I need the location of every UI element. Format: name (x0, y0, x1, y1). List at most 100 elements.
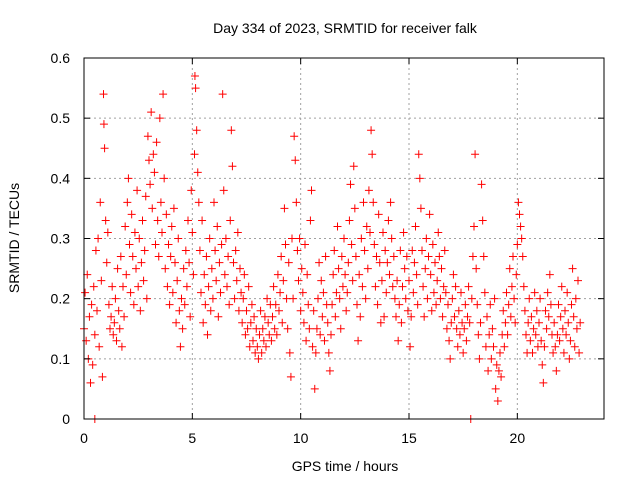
data-point (151, 240, 160, 249)
data-point (360, 246, 369, 255)
data-point (133, 186, 142, 195)
y-axis-label: SRMTID / TECUs (6, 183, 22, 293)
data-point (232, 276, 241, 285)
data-point (109, 330, 118, 339)
data-point (467, 294, 476, 303)
data-point (124, 174, 133, 183)
data-point (558, 324, 567, 333)
data-point (97, 276, 106, 285)
data-point (85, 312, 94, 321)
data-point (162, 210, 171, 219)
data-point (538, 360, 547, 369)
data-point (115, 324, 124, 333)
data-point (351, 252, 360, 261)
data-point (236, 264, 244, 273)
data-point (370, 240, 379, 249)
data-point (491, 384, 500, 393)
data-point (301, 240, 309, 249)
data-point (150, 168, 159, 177)
data-point (128, 252, 137, 261)
data-point (199, 318, 208, 327)
data-point (230, 294, 239, 303)
x-axis-label: GPS time / hours (292, 458, 399, 474)
data-point (484, 366, 493, 375)
data-point (385, 270, 394, 279)
data-point (358, 282, 367, 291)
data-point (356, 312, 365, 321)
data-point (407, 312, 416, 321)
data-point (507, 282, 516, 291)
data-point (424, 252, 433, 261)
data-point (338, 282, 347, 291)
data-point (384, 216, 393, 225)
data-point (406, 342, 415, 351)
data-point (111, 294, 120, 303)
data-point (161, 264, 170, 273)
data-point (89, 282, 98, 291)
data-point (380, 312, 389, 321)
data-point (541, 306, 550, 315)
data-point (288, 234, 296, 243)
data-point (505, 264, 514, 273)
data-point (486, 300, 495, 309)
data-point (277, 252, 286, 261)
data-point (192, 126, 201, 135)
data-point (382, 288, 391, 297)
data-point (564, 318, 573, 327)
data-point (264, 318, 273, 327)
data-point (480, 288, 489, 297)
data-point (137, 258, 146, 267)
data-point (357, 234, 366, 243)
data-point (362, 222, 371, 231)
data-point (493, 396, 502, 405)
data-point (319, 288, 328, 297)
data-point (308, 342, 317, 351)
data-point (411, 222, 420, 231)
data-point (464, 282, 473, 291)
data-point (112, 336, 121, 345)
tick-labels: 0 0.1 0.2 0.3 0.4 0.5 0.6 0 5 10 15 20 (51, 50, 526, 446)
data-point (195, 246, 204, 255)
data-point (551, 342, 560, 351)
data-point (441, 288, 450, 297)
data-point (315, 258, 324, 267)
data-point (227, 126, 236, 135)
data-point (257, 348, 266, 357)
data-point (114, 306, 123, 315)
data-point (350, 204, 359, 213)
data-point (576, 318, 585, 327)
data-point (226, 216, 235, 225)
data-point (457, 288, 465, 297)
data-point (239, 294, 248, 303)
data-point (270, 324, 279, 333)
data-point (390, 294, 399, 303)
data-point (343, 288, 352, 297)
data-point (81, 288, 90, 297)
y-tick-label: 0.4 (51, 170, 71, 186)
data-point (349, 162, 358, 171)
data-point (224, 252, 233, 261)
data-point (336, 324, 345, 333)
data-point (525, 294, 534, 303)
data-point (102, 258, 111, 267)
data-point (474, 330, 483, 339)
data-point (132, 264, 140, 273)
data-point (420, 312, 429, 321)
data-point (229, 258, 238, 267)
data-point (323, 318, 332, 327)
data-point (444, 300, 452, 309)
data-point (297, 264, 306, 273)
data-point (82, 336, 91, 345)
data-point (291, 156, 300, 165)
data-point (149, 150, 158, 159)
data-point (366, 228, 374, 237)
data-point (519, 282, 528, 291)
data-point (353, 300, 361, 309)
data-point (160, 174, 169, 183)
data-point (516, 222, 525, 231)
data-point (110, 318, 119, 327)
data-point (178, 324, 187, 333)
data-point (570, 342, 579, 351)
data-point (497, 372, 506, 381)
